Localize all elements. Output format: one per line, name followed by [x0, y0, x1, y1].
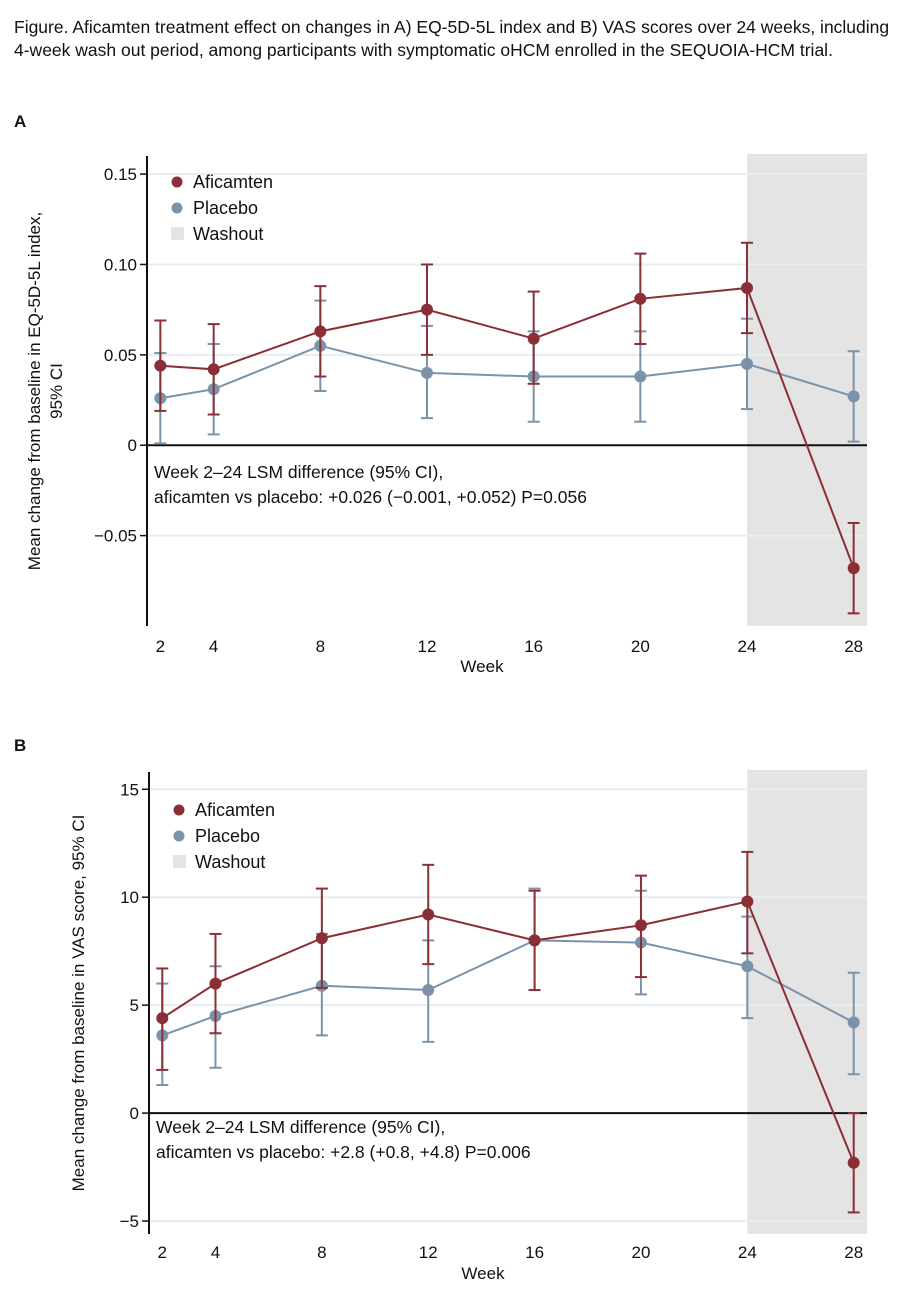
y-tick-label: 0.10	[104, 255, 137, 274]
series-line	[161, 900, 855, 1164]
data-point	[741, 895, 754, 908]
x-tick-label: 24	[738, 1243, 757, 1262]
y-tick-label: −0.05	[94, 527, 137, 546]
x-tick-label: 4	[209, 637, 218, 656]
washout-band	[747, 154, 867, 626]
lsm-annotation: Week 2–24 LSM difference (95% CI),	[156, 1117, 445, 1137]
y-axis-label: 95% CI	[47, 363, 66, 419]
y-axis-label: Mean change from baseline in EQ-5D-5L in…	[25, 212, 44, 570]
x-tick-label: 28	[844, 1243, 863, 1262]
x-axis-label: Week	[460, 657, 504, 676]
data-point	[847, 390, 860, 403]
legend-label: Aficamten	[195, 800, 275, 820]
x-tick-label: 20	[631, 637, 650, 656]
x-tick-label: 2	[156, 637, 165, 656]
y-tick-label: 5	[130, 996, 139, 1015]
data-point	[314, 325, 327, 338]
x-tick-label: 24	[738, 637, 757, 656]
legend-marker-placebo	[171, 202, 183, 214]
x-tick-label: 16	[525, 1243, 544, 1262]
data-point	[421, 366, 433, 379]
legend-label: Placebo	[193, 198, 258, 218]
x-tick-label: 2	[158, 1243, 167, 1262]
y-tick-label: 0.05	[104, 346, 137, 365]
x-tick-label: 8	[316, 637, 325, 656]
data-point	[741, 357, 753, 370]
series-aficamten	[156, 850, 860, 1214]
x-tick-label: 12	[419, 1243, 438, 1262]
y-tick-label: 0.15	[104, 165, 137, 184]
x-axis-label: Week	[461, 1264, 505, 1283]
y-tick-label: 0	[128, 436, 137, 455]
lsm-annotation: Week 2–24 LSM difference (95% CI),	[154, 462, 443, 482]
x-tick-label: 12	[418, 637, 437, 656]
series-line	[161, 939, 855, 1037]
data-point	[156, 1012, 169, 1025]
data-point	[741, 281, 753, 294]
panel-label-b: B	[14, 736, 27, 755]
data-point	[209, 977, 222, 990]
legend-marker-aficamten	[171, 176, 183, 188]
legend-marker-aficamten	[173, 804, 185, 816]
data-point	[634, 919, 647, 932]
data-point	[634, 370, 647, 383]
series-line	[160, 344, 854, 400]
data-point	[422, 908, 435, 921]
data-point	[315, 932, 328, 945]
lsm-annotation: aficamten vs placebo: +2.8 (+0.8, +4.8) …	[156, 1142, 531, 1162]
data-point	[528, 934, 541, 947]
x-tick-label: 8	[317, 1243, 326, 1262]
legend-label: Placebo	[195, 826, 260, 846]
figure-caption: Figure. Aficamten treatment effect on ch…	[14, 17, 890, 60]
data-point	[207, 363, 220, 376]
y-tick-label: 0	[130, 1104, 139, 1123]
legend-label: Washout	[193, 224, 263, 244]
series-aficamten	[154, 241, 860, 615]
y-tick-label: 15	[120, 780, 139, 799]
washout-band	[747, 770, 867, 1234]
data-point	[422, 984, 435, 997]
y-axis-label: Mean change from baseline in VAS score, …	[69, 815, 88, 1192]
data-point	[421, 303, 433, 316]
data-point	[634, 292, 647, 305]
legend-patch-washout	[171, 227, 184, 240]
y-tick-label: 10	[120, 888, 139, 907]
panel-label-a: A	[14, 112, 27, 131]
data-point	[847, 562, 860, 575]
data-point	[154, 359, 167, 372]
data-point	[847, 1016, 860, 1029]
legend-label: Aficamten	[193, 172, 273, 192]
legend-patch-washout	[173, 855, 186, 868]
y-tick-label: −5	[120, 1212, 139, 1231]
legend-marker-placebo	[173, 830, 185, 842]
lsm-annotation: aficamten vs placebo: +0.026 (−0.001, +0…	[154, 487, 587, 507]
series-line	[160, 286, 855, 569]
x-tick-label: 20	[632, 1243, 651, 1262]
data-point	[741, 960, 754, 973]
x-tick-label: 16	[524, 637, 543, 656]
x-tick-label: 28	[844, 637, 863, 656]
data-point	[847, 1156, 860, 1169]
x-tick-label: 4	[211, 1243, 220, 1262]
data-point	[527, 332, 540, 345]
legend-label: Washout	[195, 852, 265, 872]
